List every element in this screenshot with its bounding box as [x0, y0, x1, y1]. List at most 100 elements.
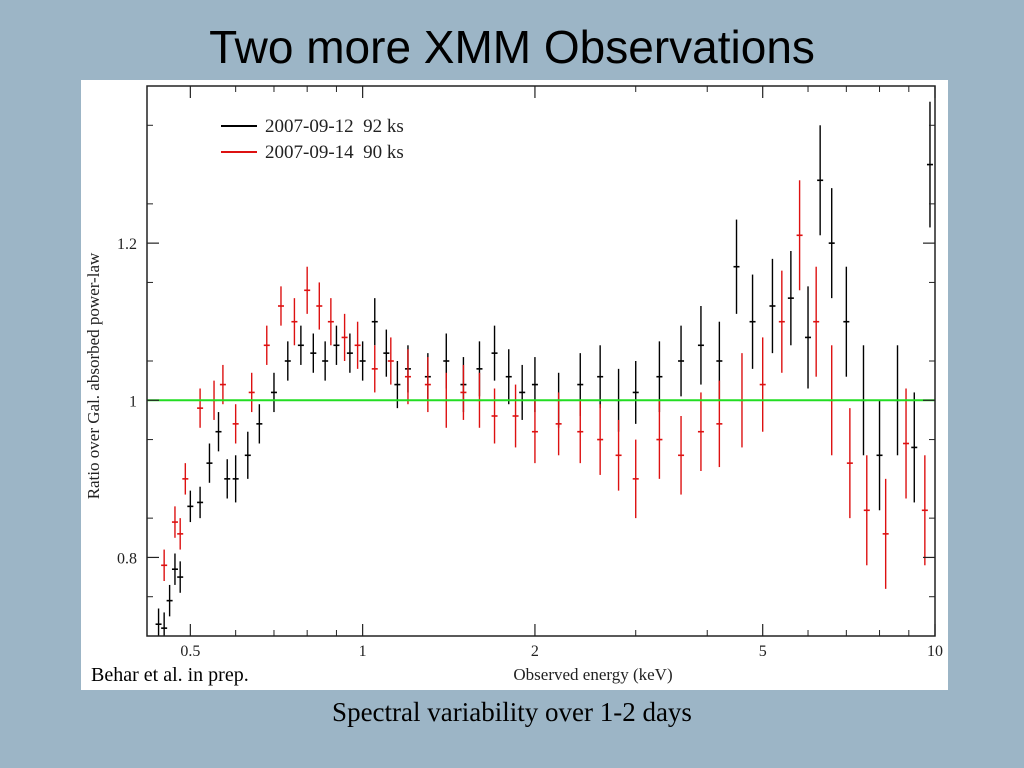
data-point — [505, 349, 512, 405]
data-point — [733, 219, 740, 314]
data-point — [291, 298, 298, 346]
data-point — [749, 274, 756, 369]
data-point — [327, 298, 334, 346]
data-point — [903, 388, 910, 499]
data-point — [215, 412, 222, 452]
x-axis-label: Observed energy (keV) — [513, 665, 672, 684]
x-tick-label: 5 — [759, 643, 767, 660]
data-point — [171, 553, 178, 585]
data-point — [232, 404, 239, 444]
data-point — [813, 266, 820, 377]
data-point — [512, 384, 519, 448]
data-point — [371, 298, 378, 346]
data-point — [555, 392, 562, 456]
data-point — [531, 400, 538, 464]
data-point — [177, 518, 184, 550]
data-point — [424, 357, 431, 413]
data-point — [882, 478, 889, 589]
data-point — [404, 349, 411, 405]
data-point — [304, 266, 311, 314]
data-point — [197, 388, 204, 428]
data-point — [333, 325, 340, 365]
data-point — [769, 258, 776, 354]
data-point — [632, 439, 639, 519]
data-point — [778, 270, 785, 373]
data-point — [787, 251, 794, 346]
x-tick-label: 0.5 — [180, 643, 200, 660]
data-point — [716, 380, 723, 468]
legend-label-1: 2007-09-12 92 ks — [265, 116, 404, 137]
data-point — [310, 333, 317, 373]
data-point — [341, 313, 348, 361]
y-tick-label: 1.2 — [117, 236, 137, 253]
data-point — [284, 341, 291, 381]
data-point — [177, 561, 184, 593]
data-point — [697, 306, 704, 385]
data-point — [297, 325, 304, 365]
data-point — [197, 486, 204, 519]
spectrum-chart: 0.5 1 2 5 10 0.8 1 1.2 2007-09-12 92 ks 2007-09-… — [84, 85, 943, 684]
x-tick-label: 1 — [359, 643, 367, 660]
x-tick-label: 10 — [927, 643, 943, 660]
data-point — [597, 345, 604, 409]
data-point — [615, 419, 622, 491]
plot-panel: 0.5 1 2 5 10 0.8 1 1.2 2007-09-12 92 ks 2007-09-… — [81, 80, 948, 690]
data-point — [597, 404, 604, 475]
data-point — [805, 286, 812, 389]
data-point — [371, 345, 378, 393]
data-point — [817, 125, 824, 236]
data-point — [921, 455, 928, 566]
data-point — [354, 321, 361, 369]
data-point — [161, 612, 168, 636]
data-point — [383, 329, 390, 377]
data-point — [166, 584, 173, 617]
data-point — [759, 337, 766, 432]
data-point — [911, 392, 918, 503]
legend-label-2: 2007-09-14 90 ks — [265, 142, 404, 163]
data-point — [387, 337, 394, 385]
data-point — [316, 282, 323, 330]
data-point — [491, 388, 498, 444]
data-point — [322, 341, 329, 381]
series-2 — [161, 180, 928, 589]
data-point — [828, 188, 835, 299]
data-point — [182, 463, 189, 495]
slide-title: Two more XMM Observations — [209, 21, 815, 73]
data-point — [796, 180, 803, 291]
data-point — [270, 372, 277, 413]
data-point — [224, 459, 231, 499]
y-axis-label: Ratio over Gal. absorbed power-law — [84, 252, 103, 499]
data-point — [678, 416, 685, 495]
data-point — [263, 325, 270, 365]
data-point — [277, 286, 284, 326]
data-point — [697, 392, 704, 471]
data-point — [843, 266, 850, 377]
data-point — [171, 506, 178, 538]
data-point — [359, 341, 366, 381]
data-point — [926, 101, 933, 228]
data-point — [656, 400, 663, 479]
data-point — [876, 400, 883, 511]
data-point — [161, 549, 168, 581]
data-point — [346, 333, 353, 373]
y-tick-label: 1 — [129, 393, 137, 410]
data-point — [460, 364, 467, 420]
data-point — [491, 325, 498, 381]
data-point — [678, 325, 685, 397]
x-tick-label: 2 — [531, 643, 539, 660]
data-point — [577, 400, 584, 464]
data-point — [187, 490, 194, 523]
data-point — [155, 608, 162, 636]
data-point — [256, 404, 263, 444]
data-point — [219, 364, 226, 405]
data-point — [248, 372, 255, 413]
data-point — [244, 431, 251, 479]
data-point — [519, 364, 526, 420]
data-point — [846, 408, 853, 519]
data-point — [206, 443, 213, 483]
data-point — [232, 455, 239, 503]
credit-note: Behar et al. in prep. — [91, 664, 249, 686]
data-point — [632, 361, 639, 424]
y-tick-label: 0.8 — [117, 550, 137, 567]
data-point — [863, 455, 870, 566]
